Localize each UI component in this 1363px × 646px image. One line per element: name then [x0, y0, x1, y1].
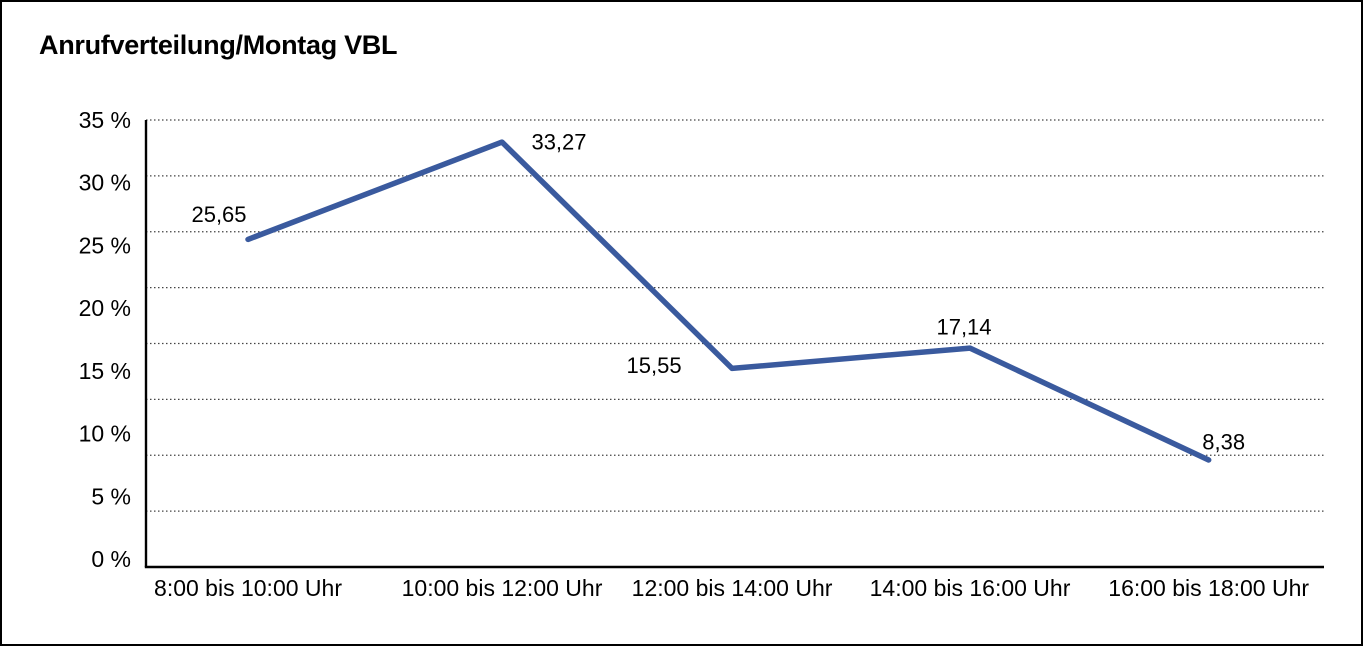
data-value-label: 8,38	[1202, 429, 1245, 454]
x-tick-label: 10:00 bis 12:00 Uhr	[402, 575, 603, 601]
y-tick-label: 10 %	[79, 421, 131, 447]
x-tick-label: 16:00 bis 18:00 Uhr	[1108, 575, 1309, 601]
y-tick-label: 20 %	[79, 295, 131, 321]
data-value-label: 17,14	[936, 315, 991, 340]
y-tick-label: 0 %	[91, 546, 131, 572]
data-value-label: 33,27	[531, 130, 586, 155]
data-value-label: 15,55	[627, 353, 682, 378]
y-tick-label: 15 %	[79, 358, 131, 384]
data-line-series	[245, 139, 1212, 463]
y-tick-label: 25 %	[79, 232, 131, 258]
x-tick-label: 12:00 bis 14:00 Uhr	[632, 575, 833, 601]
y-tick-label: 35 %	[79, 107, 131, 133]
y-tick-label: 5 %	[91, 483, 131, 509]
chart-title: Anrufverteilung/Montag VBL	[39, 30, 398, 60]
x-tick-label: 8:00 bis 10:00 Uhr	[154, 575, 342, 601]
data-value-label: 25,65	[191, 202, 246, 227]
x-tick-label: 14:00 bis 16:00 Uhr	[870, 575, 1071, 601]
y-tick-label: 30 %	[79, 170, 131, 196]
